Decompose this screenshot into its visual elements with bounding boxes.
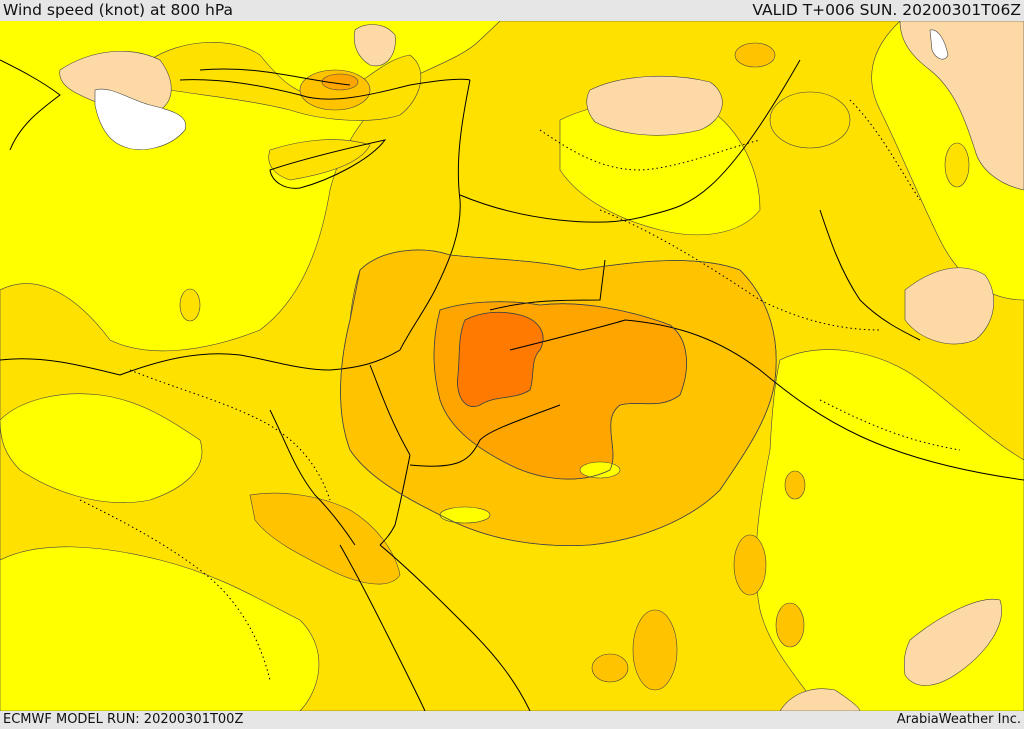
border-egypt-israel — [369, 364, 411, 456]
wind-contour-low-northeast — [899, 21, 1024, 191]
border-jordan-saudi — [489, 259, 606, 311]
wind-contour-island-9 — [439, 506, 491, 524]
wind-contour-island-8 — [734, 42, 776, 68]
coastlines-and-borders — [0, 59, 1024, 711]
map-title: Wind speed (knot) at 800 hPa — [3, 1, 234, 19]
dotted-line-5 — [79, 499, 271, 681]
wind-contour-lowest-caspian — [929, 29, 949, 60]
border-jordan-iraq — [509, 319, 1024, 481]
wind-contour-island-11 — [944, 142, 970, 188]
wind-contour-island-2 — [775, 602, 805, 648]
aegean-coast — [0, 59, 61, 151]
wind-contour-low-syria-north — [586, 75, 723, 136]
dotted-line-1 — [129, 369, 331, 501]
dotted-line-4 — [819, 399, 961, 451]
wind-contour-island-13 — [179, 288, 201, 322]
egypt-north-coast — [0, 349, 401, 376]
wind-contour-island-5 — [784, 470, 806, 500]
border-egypt-sudan — [199, 68, 351, 86]
cyprus-coast — [269, 139, 387, 189]
wind-contour-island-1 — [733, 534, 767, 596]
wind-contour-island-3 — [632, 609, 678, 691]
wind-contour-island-10 — [579, 461, 621, 479]
gulf-of-aqaba — [379, 454, 411, 546]
contour-outline-highest — [457, 311, 544, 407]
wind-contour-low-east — [904, 267, 994, 345]
wind-contour-island-7 — [321, 73, 359, 91]
valid-time: VALID T+006 SUN. 20200301T06Z — [752, 1, 1021, 19]
credit: ArabiaWeather Inc. — [896, 712, 1021, 727]
wind-speed-map-svg — [0, 21, 1024, 711]
dotted-line-6 — [849, 99, 921, 201]
border-syria-iraq — [459, 59, 801, 223]
persian-gulf-coast — [819, 209, 921, 341]
header-bar: Wind speed (knot) at 800 hPa VALID T+006… — [0, 0, 1024, 21]
wind-contour-island-12 — [769, 91, 851, 149]
wind-contour-island-4 — [591, 653, 629, 683]
wind-contour-lowest-aegean — [94, 88, 187, 150]
gulf-of-suez — [269, 409, 356, 546]
model-run: ECMWF MODEL RUN: 20200301T00Z — [3, 712, 244, 727]
contour-outline-higher — [340, 249, 777, 546]
wind-contour-higher-red-sea — [249, 492, 401, 585]
border-saudi-jordan-south — [409, 404, 561, 467]
wind-contour-low-bottom — [779, 688, 861, 711]
dotted-boundaries — [79, 99, 961, 681]
wind-contour-base-sinai-west — [0, 393, 203, 503]
contour-outline-high — [433, 301, 687, 480]
wind-contour-low-southeast — [903, 598, 1002, 686]
wind-contour-base-south — [0, 546, 320, 711]
levant-coast — [399, 79, 471, 351]
red-sea-coast-west — [339, 544, 426, 711]
weather-map[interactable] — [0, 21, 1024, 711]
wind-contour-low-anatolia — [353, 24, 396, 67]
footer-bar: ECMWF MODEL RUN: 20200301T00Z ArabiaWeat… — [0, 711, 1024, 729]
turkey-south-coast — [179, 78, 471, 100]
red-sea-coast-east — [379, 544, 531, 711]
contour-lines — [340, 249, 777, 546]
